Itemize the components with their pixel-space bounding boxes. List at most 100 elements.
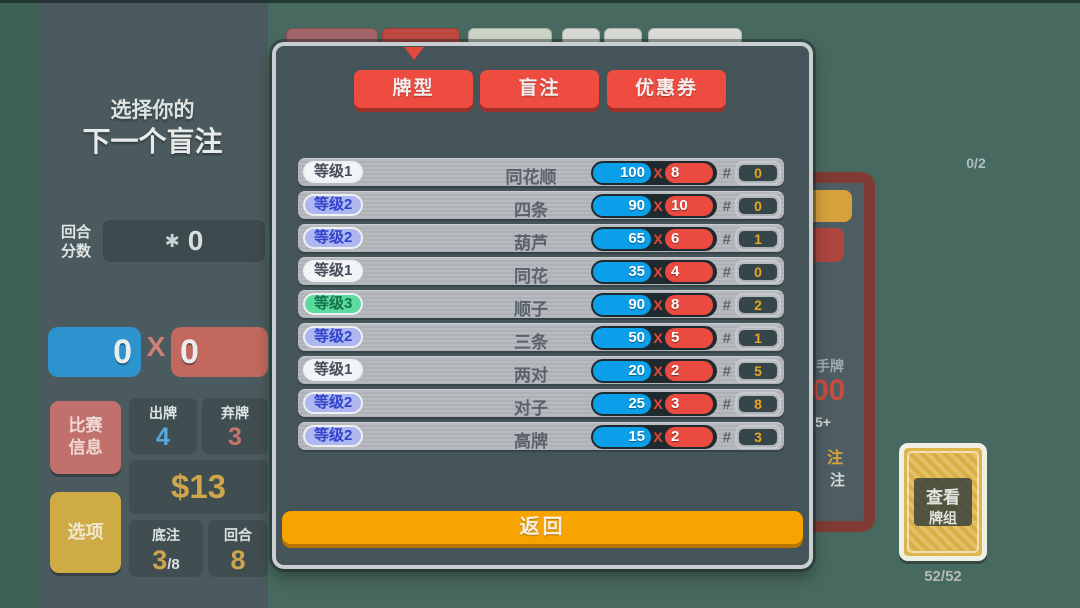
play-count-group: # 0: [723, 194, 781, 218]
hand-row: 等级1 同花 35 X 4 # 0: [298, 257, 784, 286]
hash-icon: #: [722, 428, 731, 446]
blind-progress-counter: 0/2: [966, 155, 986, 171]
level-badge: 等级2: [303, 326, 364, 348]
hand-name: 高牌: [514, 432, 548, 451]
play-count-group: # 0: [723, 260, 781, 284]
mult-x-icon: X: [653, 297, 663, 313]
blind-select-title-line2: 下一个盲注: [82, 126, 223, 157]
hand-row: 等级2 葫芦 65 X 6 # 1: [298, 224, 784, 253]
options-button[interactable]: 选项: [50, 492, 121, 573]
round-stat-box: 回合 8: [208, 520, 268, 577]
score-pill: 15 X 2: [591, 425, 717, 449]
hand-row: 等级2 四条 90 X 10 # 0: [298, 191, 784, 220]
hand-row: 等级2 三条 50 X 5 # 1: [298, 323, 784, 352]
mult-value: 4: [665, 262, 713, 282]
hand-name: 同花: [514, 267, 548, 286]
hand-name: 顺子: [514, 300, 548, 319]
score-pill: 35 X 4: [591, 260, 717, 284]
screen-top-edge: [0, 0, 1080, 3]
level-badge: 等级1: [303, 260, 364, 282]
chips-value: 35: [593, 262, 651, 282]
hand-row: 等级3 顺子 90 X 8 # 2: [298, 290, 784, 319]
mult-value: 8: [665, 163, 713, 183]
blind-select-title-line1: 选择你的: [110, 99, 195, 122]
hand-name: 对子: [514, 399, 548, 418]
play-count-group: # 1: [723, 326, 781, 350]
mult-x-icon: X: [653, 396, 663, 412]
hand-name: 四条: [514, 201, 548, 220]
level-badge: 等级2: [303, 425, 364, 447]
hand-levels-table: 等级1 同花顺 100 X 8 # 0 等级2 四条 90 X 10 # 0: [298, 158, 784, 455]
deck-count: 52/52: [924, 568, 962, 585]
mult-x-icon: X: [653, 330, 663, 346]
deck-card[interactable]: 查看 牌组: [899, 443, 987, 561]
mult-value: 2: [665, 427, 713, 447]
play-count-group: # 3: [723, 425, 781, 449]
round-score-label: 回合 分数: [60, 224, 91, 260]
round-score-value: 0: [187, 225, 204, 256]
view-deck-button[interactable]: 查看 牌组: [914, 478, 972, 526]
ante-value: 3: [152, 545, 168, 575]
selected-tab-arrow-icon: [404, 47, 424, 60]
hands-value: 4: [156, 423, 170, 451]
hands-stat-box: 出牌 4: [129, 398, 197, 454]
mult-value: 5: [665, 328, 713, 348]
play-count: 0: [735, 260, 781, 284]
discards-value: 3: [228, 423, 242, 451]
ante-stat-box: 底注 3/8: [129, 520, 203, 577]
hash-icon: #: [722, 197, 731, 215]
hand-info-modal: 牌型 盲注 优惠券 等级1 同花顺 100 X 8 # 0 等级2 四条 90 …: [272, 42, 813, 569]
play-count: 1: [735, 326, 781, 350]
hash-icon: #: [722, 296, 731, 314]
mult-x-icon: X: [653, 429, 663, 445]
back-button[interactable]: 返回: [282, 511, 803, 544]
tab-hand-types[interactable]: 牌型: [354, 70, 473, 108]
tab-blinds[interactable]: 盲注: [480, 70, 599, 108]
mult-value: 8: [665, 295, 713, 315]
play-count-group: # 2: [723, 293, 781, 317]
ante-total: /8: [167, 556, 180, 573]
blind-hand-label-fragment: 手牌: [816, 358, 844, 374]
chips-value: 90: [593, 196, 651, 216]
level-badge: 等级2: [303, 227, 364, 249]
hand-name: 三条: [514, 333, 548, 352]
discards-stat-box: 弃牌 3: [202, 398, 268, 454]
chips-display: 0: [48, 327, 141, 377]
mult-x-icon: X: [653, 264, 663, 280]
round-value: 8: [230, 545, 246, 575]
background-strip: [0, 0, 37, 608]
hash-icon: #: [722, 164, 731, 182]
hash-icon: #: [722, 263, 731, 281]
mult-x-icon: X: [653, 363, 663, 379]
hash-icon: #: [722, 362, 731, 380]
score-pill: 50 X 5: [591, 326, 717, 350]
play-count-group: # 0: [723, 161, 781, 185]
chips-value: 15: [593, 427, 651, 447]
play-count-group: # 1: [723, 227, 781, 251]
score-pill: 100 X 8: [591, 161, 717, 185]
mult-value: 2: [665, 361, 713, 381]
play-count: 0: [735, 161, 781, 185]
hash-icon: #: [722, 395, 731, 413]
mult-x-icon: X: [146, 331, 166, 362]
chips-value: 20: [593, 361, 651, 381]
blind-tag-fragment: 注: [827, 450, 844, 467]
tab-vouchers[interactable]: 优惠券: [607, 70, 726, 108]
hand-row: 等级2 高牌 15 X 2 # 3: [298, 422, 784, 451]
score-pill: 20 X 2: [591, 359, 717, 383]
hash-icon: #: [722, 230, 731, 248]
mult-display: 0: [171, 327, 268, 377]
hand-name: 葫芦: [514, 234, 548, 253]
play-count: 3: [735, 425, 781, 449]
hash-icon: #: [722, 329, 731, 347]
play-count-group: # 8: [723, 392, 781, 416]
blind-reward-fragment: 5+: [815, 414, 831, 430]
run-info-button[interactable]: 比赛 信息: [50, 401, 121, 474]
chips-value: 90: [593, 295, 651, 315]
hand-name: 两对: [514, 366, 548, 385]
hand-row: 等级1 两对 20 X 2 # 5: [298, 356, 784, 385]
chips-value: 25: [593, 394, 651, 414]
mult-x-icon: X: [653, 165, 663, 181]
score-pill: 65 X 6: [591, 227, 717, 251]
mult-value: 3: [665, 394, 713, 414]
